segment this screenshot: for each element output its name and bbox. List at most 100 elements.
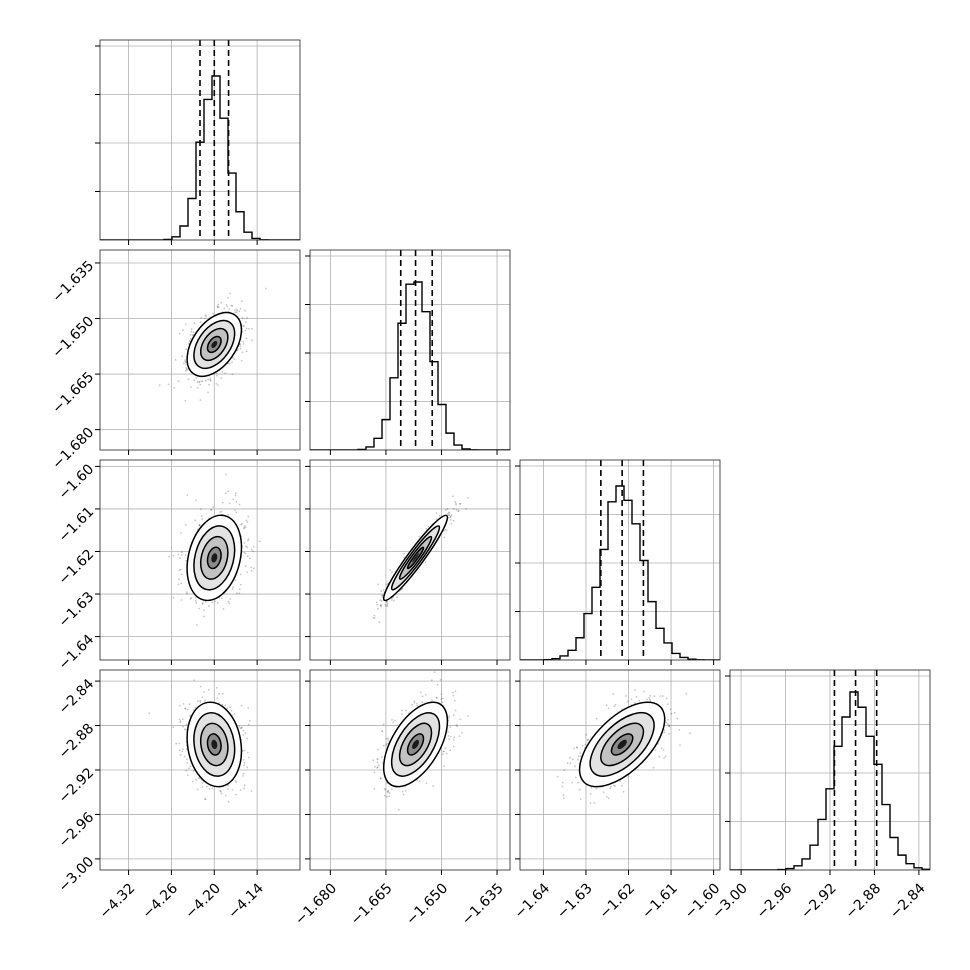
scatter-point xyxy=(679,744,681,746)
panel-2-0: −1.64−1.63−1.62−1.61−1.60 xyxy=(56,459,301,673)
scatter-point xyxy=(246,316,248,319)
scatter-point xyxy=(372,759,375,762)
scatter-point xyxy=(231,361,233,364)
scatter-point xyxy=(377,583,379,586)
scatter-point xyxy=(204,798,206,800)
scatter-point xyxy=(216,601,219,604)
scatter-point xyxy=(210,508,213,511)
scatter-point xyxy=(386,791,389,793)
scatter-point xyxy=(234,793,237,796)
scatter-point xyxy=(225,492,227,495)
scatter-point xyxy=(200,515,203,518)
scatter-point xyxy=(380,590,383,592)
scatter-point xyxy=(613,705,616,708)
scatter-point xyxy=(447,516,450,519)
scatter-point xyxy=(248,720,251,722)
scatter-point xyxy=(662,749,665,752)
contour-line xyxy=(193,712,236,777)
scatter-point xyxy=(383,794,386,797)
scatter-point xyxy=(238,592,241,595)
scatter-point xyxy=(227,490,230,493)
panel-content xyxy=(148,679,253,803)
scatter-point xyxy=(392,721,395,724)
scatter-point xyxy=(621,784,623,787)
scatter-point xyxy=(195,778,197,781)
scatter-point xyxy=(242,343,245,345)
scatter-point xyxy=(226,305,229,308)
scatter-point xyxy=(386,604,389,607)
scatter-point xyxy=(240,704,243,707)
contour-line xyxy=(186,514,243,602)
scatter-point xyxy=(649,698,651,701)
scatter-point xyxy=(181,718,184,720)
density-peak xyxy=(412,739,420,750)
scatter-point xyxy=(243,749,246,752)
scatter-point xyxy=(234,780,237,782)
scatter-point xyxy=(668,724,671,727)
scatter-point xyxy=(252,550,254,553)
scatter-point xyxy=(184,728,186,731)
scatter-point xyxy=(455,508,458,511)
scatter-point xyxy=(178,332,181,335)
scatter-point xyxy=(177,380,180,383)
scatter-point xyxy=(183,755,186,758)
scatter-point xyxy=(216,306,219,309)
scatter-point xyxy=(649,699,652,702)
scatter-point xyxy=(561,785,564,788)
scatter-point xyxy=(234,492,237,495)
scatter-point xyxy=(186,762,189,764)
scatter-point xyxy=(205,315,208,318)
scatter-point xyxy=(571,781,573,784)
scatter-point xyxy=(178,742,181,745)
scatter-point xyxy=(201,602,204,604)
scatter-point xyxy=(221,692,224,695)
scatter-point xyxy=(595,717,598,720)
scatter-point xyxy=(207,688,210,691)
contour-line xyxy=(206,733,222,756)
scatter-point xyxy=(207,378,210,381)
scatter-point xyxy=(450,522,453,525)
scatter-point xyxy=(194,706,197,709)
panel-frame xyxy=(309,459,511,661)
scatter-point xyxy=(227,296,230,299)
scatter-point xyxy=(643,690,646,693)
scatter-point xyxy=(401,709,403,712)
scatter-point xyxy=(180,582,183,585)
scatter-point xyxy=(184,707,187,710)
scatter-point xyxy=(243,787,246,790)
scatter-point xyxy=(217,303,220,306)
contour-line xyxy=(206,546,222,570)
scatter-point xyxy=(239,345,242,347)
scatter-point xyxy=(638,699,641,702)
scatter-point xyxy=(431,699,433,701)
scatter-point xyxy=(242,340,245,343)
scatter-point xyxy=(208,383,210,386)
scatter-point xyxy=(579,798,582,800)
scatter-point xyxy=(238,503,241,506)
scatter-point xyxy=(231,305,234,307)
scatter-point xyxy=(204,700,207,702)
scatter-point xyxy=(217,384,220,386)
scatter-point xyxy=(243,524,246,527)
scatter-point xyxy=(265,287,267,290)
scatter-point xyxy=(211,787,214,790)
scatter-point xyxy=(178,718,181,721)
scatter-point xyxy=(397,808,400,811)
scatter-point xyxy=(575,746,578,749)
scatter-point xyxy=(220,792,223,795)
scatter-point xyxy=(219,789,222,792)
scatter-point xyxy=(198,524,201,526)
scatter-point xyxy=(246,555,249,558)
scatter-point xyxy=(238,588,241,591)
scatter-point xyxy=(168,555,171,558)
scatter-point xyxy=(587,738,590,741)
scatter-point xyxy=(178,749,181,752)
panel-content xyxy=(158,287,267,402)
scatter-point xyxy=(242,775,244,777)
scatter-point xyxy=(199,524,201,527)
scatter-point xyxy=(385,600,388,603)
scatter-point xyxy=(201,696,204,699)
scatter-point xyxy=(678,729,681,731)
scatter-point xyxy=(189,765,192,768)
